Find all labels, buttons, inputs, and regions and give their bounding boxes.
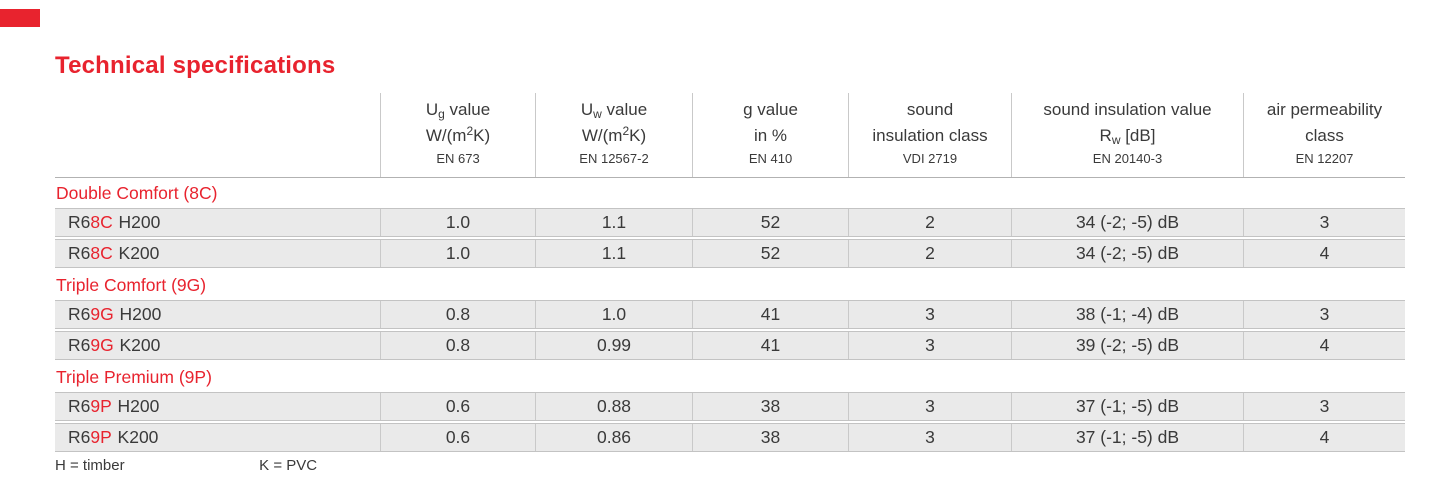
column-title: Ug value [425, 100, 491, 121]
spec-value: 52 [692, 209, 848, 236]
spec-value: 1.1 [535, 240, 692, 267]
spec-value: 3 [1243, 301, 1405, 328]
spec-value: 3 [1243, 393, 1405, 420]
section-header-triple-comfort: Triple Comfort (9G) [56, 275, 207, 295]
table-row: R69P K200 0.6 0.86 38 3 37 (-1; -5) dB 4 [55, 423, 1405, 452]
spec-value: 34 (-2; -5) dB [1011, 209, 1243, 236]
spec-value: 1.0 [380, 209, 535, 236]
column-standard: EN 20140-3 [1092, 151, 1163, 166]
section-header-triple-premium: Triple Premium (9P) [56, 367, 212, 387]
spec-value: 2 [848, 240, 1011, 267]
spec-value: 0.8 [380, 301, 535, 328]
column-standard: EN 410 [748, 151, 793, 166]
spec-value: 1.0 [380, 240, 535, 267]
spec-value: 41 [692, 301, 848, 328]
spec-value: 3 [848, 301, 1011, 328]
column-standard: VDI 2719 [902, 151, 958, 166]
column-standard: EN 12207 [1295, 151, 1354, 166]
column-header-air-permeability: air permeability class EN 12207 [1243, 93, 1405, 177]
row-label: R69G H200 [68, 304, 162, 324]
row-label: R69G K200 [68, 335, 161, 355]
column-title: air permeability [1266, 100, 1383, 119]
spec-value: 38 [692, 424, 848, 451]
spec-value: 0.6 [380, 393, 535, 420]
spec-value: 3 [848, 332, 1011, 359]
spec-value: 3 [848, 424, 1011, 451]
product-code: 9P [90, 396, 112, 416]
row-label: R69P K200 [68, 427, 159, 447]
product-code: 8C [90, 212, 113, 232]
brand-mark [0, 9, 40, 27]
column-title: g value [743, 100, 798, 119]
spec-value: 3 [848, 393, 1011, 420]
page-title: Technical specifications [55, 52, 336, 79]
row-label: R68C K200 [68, 243, 160, 263]
spec-value: 34 (-2; -5) dB [1011, 240, 1243, 267]
table-header-row: Ug value W/(m2K) EN 673 Uw value W/(m2K)… [55, 93, 1405, 178]
column-header-ug: Ug value W/(m2K) EN 673 [380, 93, 535, 177]
row-label: R69P H200 [68, 396, 160, 416]
spec-value: 0.6 [380, 424, 535, 451]
spec-value: 2 [848, 209, 1011, 236]
spec-value: 0.86 [535, 424, 692, 451]
legend-item-pvc: K = PVC [259, 457, 318, 474]
column-unit: class [1305, 126, 1344, 145]
spec-value: 41 [692, 332, 848, 359]
spec-value: 1.1 [535, 209, 692, 236]
table-row: R69P H200 0.6 0.88 38 3 37 (-1; -5) dB 3 [55, 392, 1405, 421]
column-unit: W/(m2K) [425, 124, 491, 145]
footer-legend: H = timber K = PVC [55, 457, 317, 474]
column-unit: in % [753, 126, 788, 145]
column-header-uw: Uw value W/(m2K) EN 12567-2 [535, 93, 692, 177]
table-row: R68C H200 1.0 1.1 52 2 34 (-2; -5) dB 3 [55, 208, 1405, 237]
spec-value: 37 (-1; -5) dB [1011, 393, 1243, 420]
spec-value: 52 [692, 240, 848, 267]
spec-value: 4 [1243, 240, 1405, 267]
spec-table: Ug value W/(m2K) EN 673 Uw value W/(m2K)… [55, 93, 1405, 454]
column-title: sound [906, 100, 954, 119]
row-label: R68C H200 [68, 212, 161, 232]
spec-value: 37 (-1; -5) dB [1011, 424, 1243, 451]
spec-value: 4 [1243, 332, 1405, 359]
spec-value: 0.8 [380, 332, 535, 359]
table-row: R69G K200 0.8 0.99 41 3 39 (-2; -5) dB 4 [55, 331, 1405, 360]
spec-value: 38 (-1; -4) dB [1011, 301, 1243, 328]
spec-value: 4 [1243, 424, 1405, 451]
column-title: Uw value [580, 100, 648, 121]
spec-value: 38 [692, 393, 848, 420]
spec-value: 39 (-2; -5) dB [1011, 332, 1243, 359]
spec-value: 0.88 [535, 393, 692, 420]
product-code: 8C [90, 243, 113, 263]
table-row: R68C K200 1.0 1.1 52 2 34 (-2; -5) dB 4 [55, 239, 1405, 268]
spec-value: 3 [1243, 209, 1405, 236]
product-code: 9G [90, 335, 114, 355]
column-header-empty [55, 93, 380, 177]
column-unit: insulation class [872, 126, 988, 145]
table-row: R69G H200 0.8 1.0 41 3 38 (-1; -4) dB 3 [55, 300, 1405, 329]
section-header-double-comfort: Double Comfort (8C) [56, 183, 218, 203]
spec-value: 0.99 [535, 332, 692, 359]
column-header-sound-class: sound insulation class VDI 2719 [848, 93, 1011, 177]
column-standard: EN 12567-2 [579, 151, 649, 166]
column-standard: EN 673 [436, 151, 480, 166]
column-title: sound insulation value [1043, 100, 1212, 119]
spec-value: 1.0 [535, 301, 692, 328]
product-code: 9P [90, 427, 112, 447]
column-header-gvalue: g value in % EN 410 [692, 93, 848, 177]
column-unit: W/(m2K) [581, 124, 647, 145]
column-header-sound-value: sound insulation value Rw [dB] EN 20140-… [1011, 93, 1243, 177]
product-code: 9G [90, 304, 114, 324]
legend-item-timber: H = timber [55, 457, 125, 474]
column-unit: Rw [dB] [1099, 126, 1156, 147]
